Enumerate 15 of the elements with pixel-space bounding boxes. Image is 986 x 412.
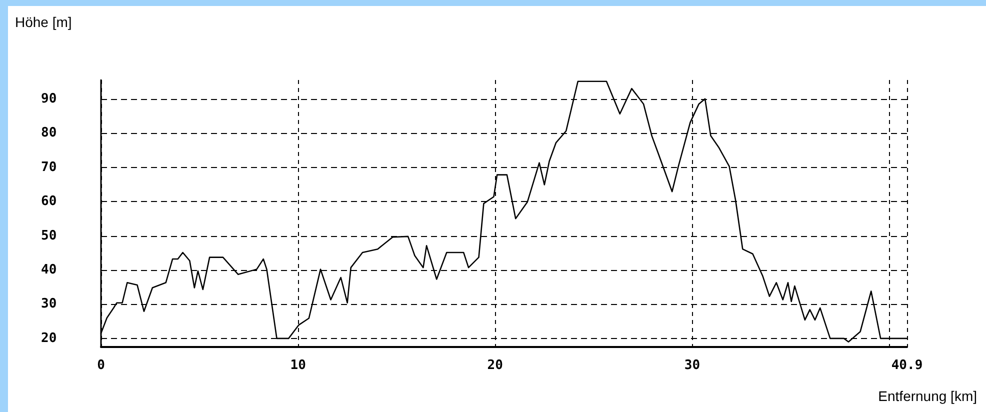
y-tick-label: 50 bbox=[41, 228, 57, 244]
y-tick-label: 30 bbox=[41, 296, 57, 312]
x-tick-label: 10 bbox=[290, 358, 306, 373]
x-tick-label: 40.9 bbox=[891, 358, 923, 373]
x-axis-title: Entfernung [km] bbox=[878, 388, 977, 404]
y-tick-label: 60 bbox=[41, 194, 57, 210]
y-tick-label: 20 bbox=[41, 330, 57, 346]
y-tick-label: 70 bbox=[41, 160, 57, 175]
y-axis-title: Höhe [m] bbox=[15, 14, 72, 30]
y-tick-label: 80 bbox=[41, 126, 57, 141]
x-tick-label: 30 bbox=[684, 358, 700, 373]
y-tick-label: 40 bbox=[41, 262, 57, 278]
x-tick-label: 0 bbox=[97, 358, 106, 373]
x-tick-label: 20 bbox=[487, 358, 504, 373]
y-tick-label: 90 bbox=[41, 91, 57, 106]
